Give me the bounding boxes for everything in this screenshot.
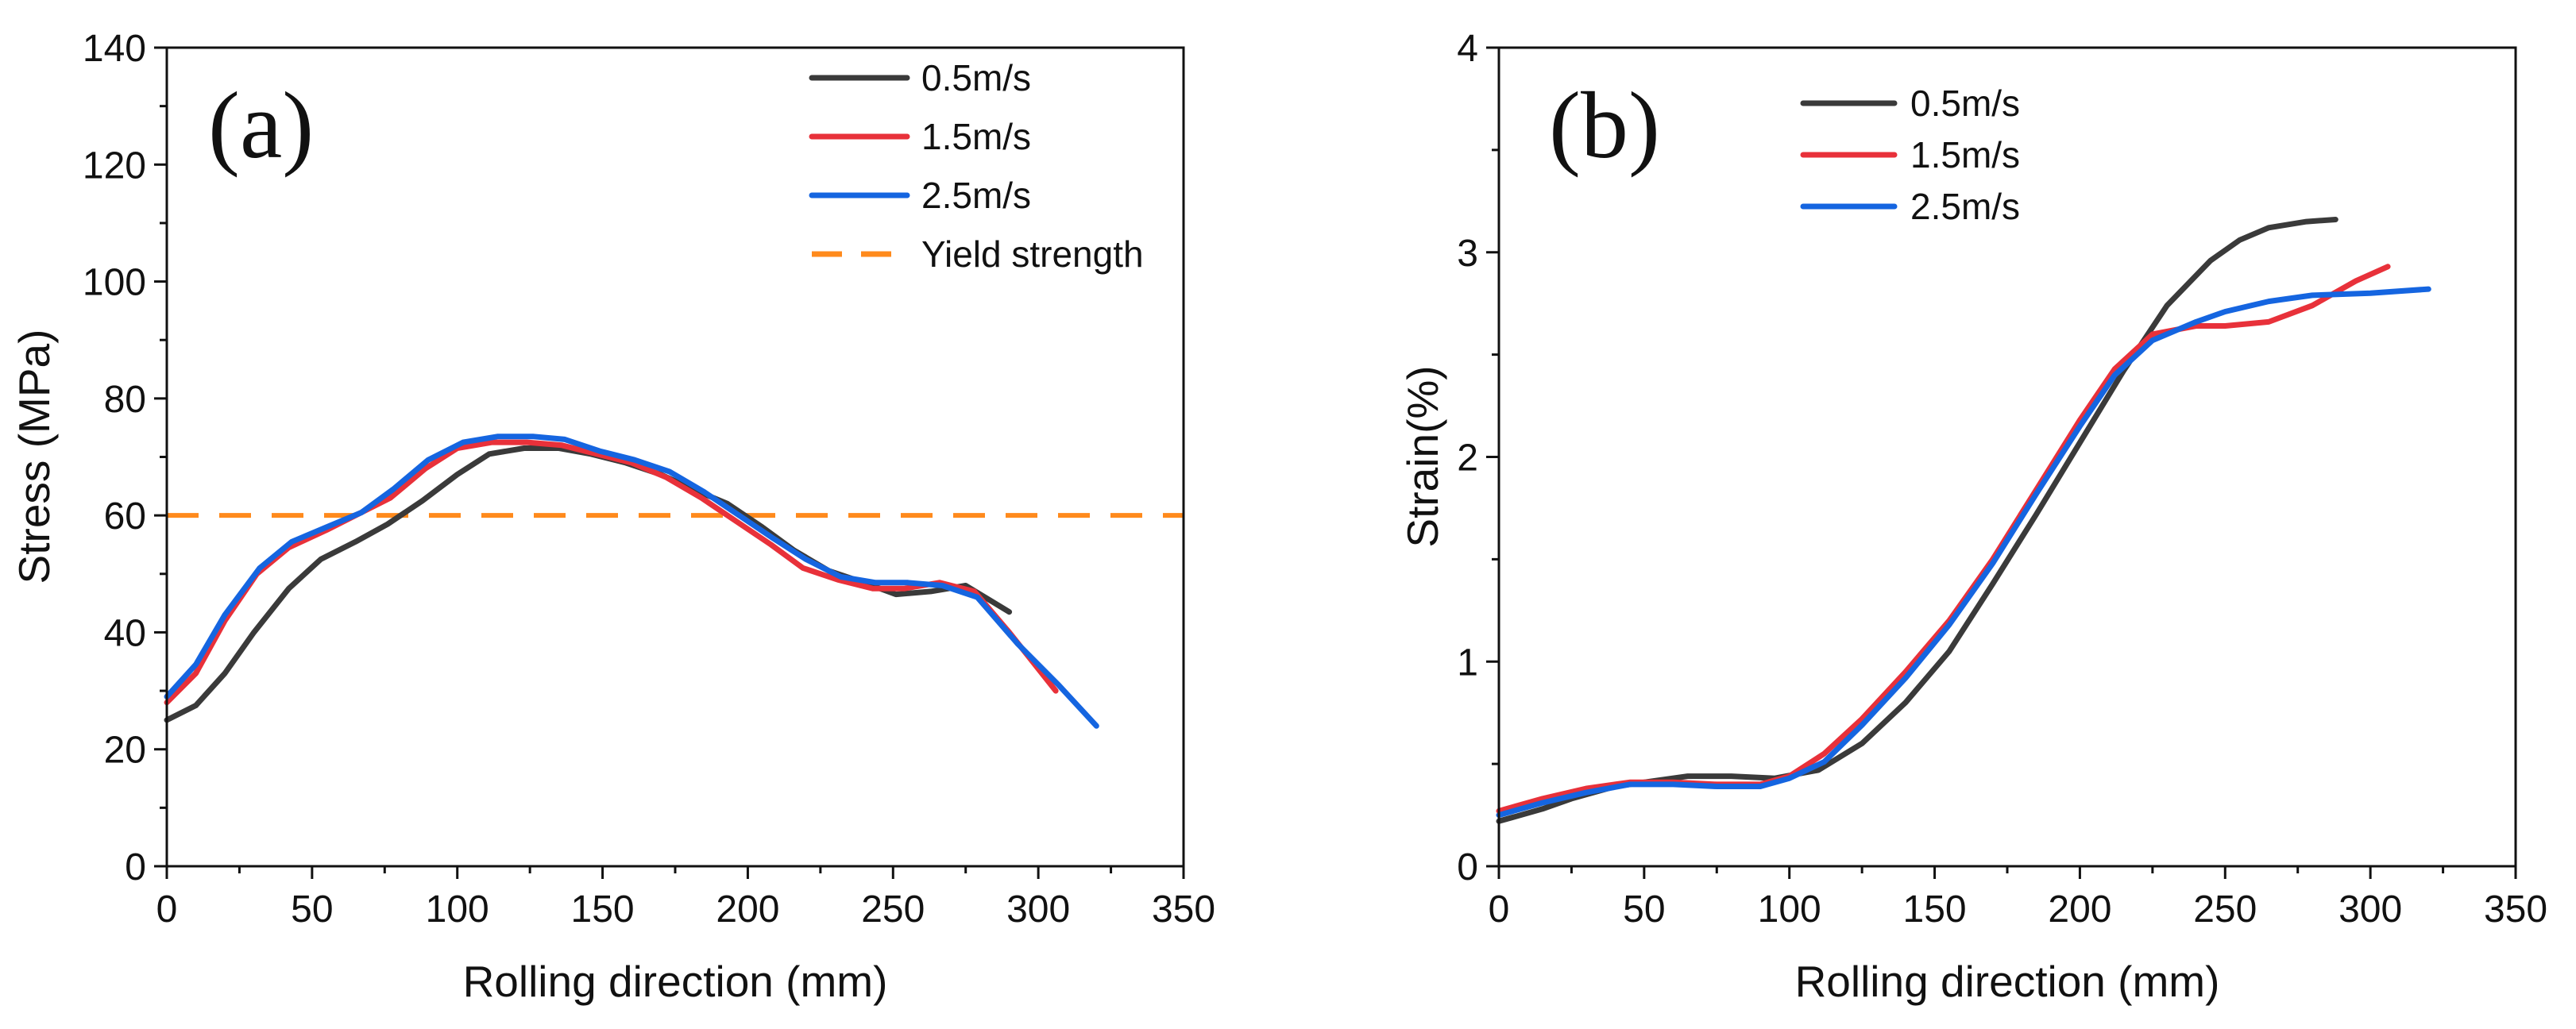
x-tick-label: 100 — [1758, 888, 1821, 931]
y-tick-label: 1 — [1457, 642, 1478, 684]
legend-label: 0.5m/s — [1910, 83, 2020, 124]
series-line-1-5m-s — [164, 439, 1059, 706]
x-tick-label: 50 — [1623, 888, 1665, 931]
legend-label: 2.5m/s — [1910, 186, 2020, 227]
y-tick-label: 40 — [104, 612, 146, 654]
x-tick-label: 300 — [2338, 888, 2402, 931]
panel-label-b: (b) — [1549, 72, 1660, 178]
x-tick-label: 100 — [426, 888, 489, 931]
panel-a-x-axis-title: Rolling direction (mm) — [463, 957, 888, 1006]
x-tick-label: 150 — [571, 888, 635, 931]
panel-b-strain-chart: (b) 0 50 100 150 200 250 300 350 0 1 2 3 4 Rolling d… — [1398, 28, 2547, 1006]
panel-a-stress-chart: (a) 0 50 100 150 200 250 300 350 0 20 40 60 80 100 120… — [10, 28, 1215, 1006]
y-tick-label: 3 — [1457, 233, 1478, 275]
panel-b-x-axis-title: Rolling direction (mm) — [1795, 957, 2220, 1006]
x-tick-label: 300 — [1006, 888, 1070, 931]
legend-label: 0.5m/s — [921, 57, 1031, 98]
x-tick-label: 200 — [2048, 888, 2111, 931]
x-tick-label: 150 — [1903, 888, 1967, 931]
y-tick-label: 4 — [1457, 28, 1478, 70]
legend-label: 2.5m/s — [921, 175, 1031, 216]
x-tick-label: 50 — [291, 888, 333, 931]
panel-a-series-group — [164, 434, 1184, 729]
x-tick-label: 350 — [1152, 888, 1215, 931]
x-tick-label: 350 — [2484, 888, 2547, 931]
series-line-2-5m-s — [1496, 286, 2431, 819]
panel-b-series-group — [1496, 217, 2431, 824]
y-tick-label: 2 — [1457, 437, 1478, 480]
x-tick-label: 0 — [156, 888, 178, 931]
panel-b-y-axis-title: Strain(%) — [1398, 365, 1447, 547]
series-line-2-5m-s — [164, 434, 1099, 729]
y-tick-label: 140 — [83, 28, 146, 70]
legend-label: Yield strength — [921, 233, 1144, 275]
y-tick-label: 100 — [83, 262, 146, 304]
legend-label: 1.5m/s — [921, 116, 1031, 157]
panel-b-legend: 0.5m/s 1.5m/s 2.5m/s — [1800, 83, 2020, 227]
panel-label-a: (a) — [208, 72, 314, 178]
x-tick-label: 250 — [861, 888, 925, 931]
y-tick-label: 20 — [104, 730, 146, 772]
x-tick-label: 0 — [1489, 888, 1510, 931]
panel-a-y-axis-title: Stress (MPa) — [10, 330, 59, 584]
panel-a-legend: 0.5m/s 1.5m/s 2.5m/s Yield strength — [809, 57, 1144, 275]
y-tick-label: 60 — [104, 495, 146, 538]
legend-label: 1.5m/s — [1910, 134, 2020, 175]
y-tick-label: 80 — [104, 379, 146, 421]
y-tick-label: 0 — [125, 846, 146, 888]
x-tick-label: 250 — [2193, 888, 2257, 931]
y-tick-label: 0 — [1457, 846, 1478, 888]
y-tick-label: 120 — [83, 145, 146, 187]
x-tick-label: 200 — [716, 888, 779, 931]
